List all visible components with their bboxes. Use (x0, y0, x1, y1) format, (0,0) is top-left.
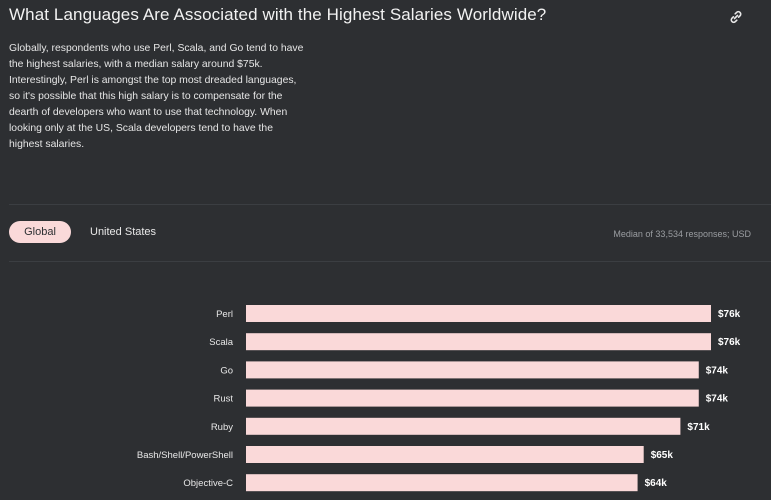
bar (246, 389, 699, 407)
divider (9, 261, 771, 262)
tab-united-states[interactable]: United States (90, 226, 157, 238)
description-text: Globally, respondents who use Perl, Scal… (9, 43, 304, 150)
category-label: Ruby (211, 422, 233, 433)
category-label: Perl (216, 309, 233, 320)
category-label: Go (220, 365, 233, 376)
category-label: Scala (209, 337, 233, 348)
page-title: What Languages Are Associated with the H… (9, 5, 547, 24)
value-label: $76k (718, 337, 741, 348)
category-label: Rust (213, 394, 233, 405)
link-icon[interactable] (728, 9, 744, 25)
category-label: Objective-C (183, 478, 233, 489)
tab-global[interactable]: Global (9, 221, 71, 243)
category-label: Bash/Shell/PowerShell (137, 450, 233, 461)
bar (246, 333, 711, 351)
divider (9, 204, 771, 205)
bar (246, 474, 638, 492)
bar (246, 305, 711, 322)
bar (246, 361, 699, 379)
value-label: $74k (706, 365, 729, 376)
bar (246, 417, 681, 435)
value-label: $74k (706, 394, 729, 405)
bar (246, 446, 644, 463)
value-label: $65k (651, 450, 674, 461)
value-label: $64k (645, 478, 668, 489)
value-label: $71k (687, 422, 710, 433)
median-note: Median of 33,534 responses; USD (613, 229, 751, 239)
value-label: $76k (718, 309, 741, 320)
